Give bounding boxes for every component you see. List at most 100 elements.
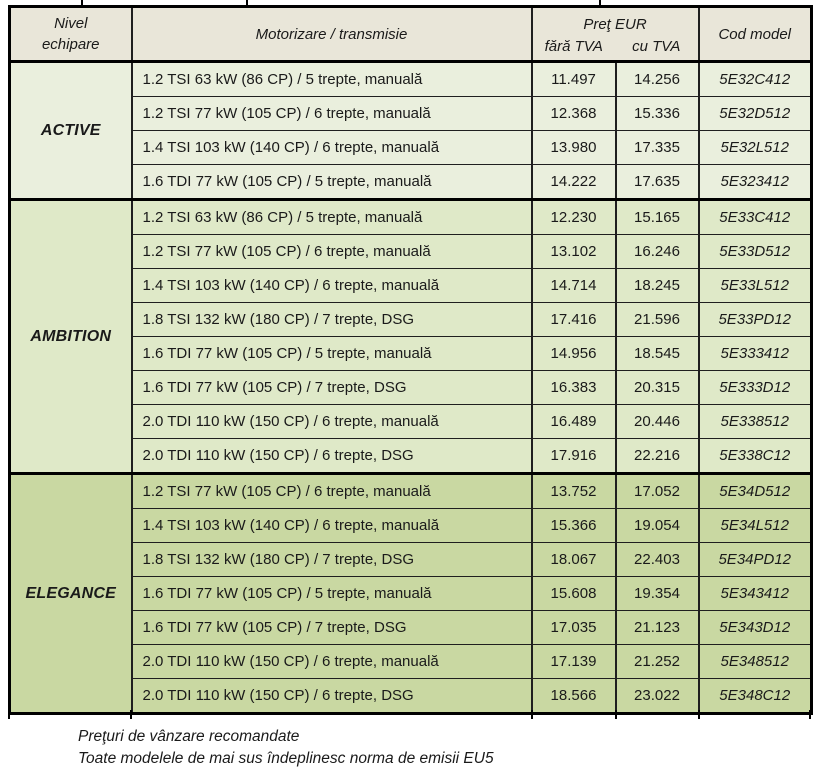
header-price-eur-label: Preţ EUR [583,16,647,33]
header-price-inc-vat-label: cu TVA [632,38,681,55]
model-code-cell: 5E348512 [697,644,813,679]
model-code-cell: 5E34L512 [697,508,813,543]
crop-artifact-line [599,0,601,5]
price-inc-vat-cell: 17.052 [614,472,700,509]
model-code-cell: 5E343D12 [697,610,813,645]
table-row: 1.6 TDI 77 kW (105 CP) / 7 trepte, DSG 1… [10,610,813,645]
crop-artifact-line [531,710,533,719]
price-inc-vat-cell: 22.403 [614,542,700,577]
model-code-cell: 5E34PD12 [697,542,813,577]
price-ex-vat-cell: 15.608 [530,576,617,611]
table-row: 1.8 TSI 132 kW (180 CP) / 7 trepte, DSG … [10,302,813,337]
header-price-group: Preţ EUR fără TVA cu TVA [530,6,700,63]
equipment-level-elegance: ELEGANCE [8,472,133,714]
model-code-cell: 5E32L512 [697,130,813,165]
model-code-cell: 5E338512 [697,404,813,439]
price-inc-vat-cell: 14.256 [614,60,700,97]
price-inc-vat-cell: 18.245 [614,268,700,303]
header-equipment-level-line2: echipare [41,36,100,53]
model-code-cell: 5E33L512 [697,268,813,303]
model-code-cell: 5E348C12 [697,678,813,714]
crop-artifact-line [8,710,10,719]
price-ex-vat-cell: 17.035 [530,610,617,645]
model-code-cell: 5E33C412 [697,198,813,235]
engine-cell: 1.8 TSI 132 kW (180 CP) / 7 trepte, DSG [130,542,533,577]
model-code-cell: 5E34D512 [697,472,813,509]
price-ex-vat-cell: 17.916 [530,438,617,474]
price-inc-vat-cell: 21.596 [614,302,700,337]
price-ex-vat-cell: 17.416 [530,302,617,337]
engine-cell: 1.4 TSI 103 kW (140 CP) / 6 trepte, manu… [130,268,533,303]
footnote-recommended-prices: Preţuri de vânzare recomandate [78,728,300,745]
engine-cell: 1.6 TDI 77 kW (105 CP) / 5 trepte, manua… [130,164,533,200]
engine-cell: 1.8 TSI 132 kW (180 CP) / 7 trepte, DSG [130,302,533,337]
price-inc-vat-cell: 22.216 [614,438,700,474]
price-inc-vat-cell: 15.165 [614,198,700,235]
price-inc-vat-cell: 18.545 [614,336,700,371]
header-model-code: Cod model [697,6,813,63]
table-row: 2.0 TDI 110 kW (150 CP) / 6 trepte, DSG … [10,438,813,474]
table-row: 1.2 TSI 77 kW (105 CP) / 6 trepte, manua… [10,234,813,269]
table-row: AMBITION 1.2 TSI 63 kW (86 CP) / 5 trept… [8,198,813,474]
price-inc-vat-cell: 19.054 [614,508,700,543]
price-inc-vat-cell: 15.336 [614,96,700,131]
price-ex-vat-cell: 12.368 [530,96,617,131]
price-ex-vat-cell: 15.366 [530,508,617,543]
price-ex-vat-cell: 11.497 [530,60,617,97]
footnotes: Preţuri de vânzare recomandate Toate mod… [78,726,494,770]
price-ex-vat-cell: 16.383 [530,370,617,405]
header-equipment-level-line1: Nivel [54,15,88,32]
engine-cell: 2.0 TDI 110 kW (150 CP) / 6 trepte, DSG [130,678,533,714]
crop-artifact-line [130,710,132,719]
equipment-level-active: ACTIVE [8,60,133,200]
header-engine-transmission: Motorizare / transmisie [130,6,533,63]
engine-cell: 1.2 TSI 77 kW (105 CP) / 6 trepte, manua… [130,472,533,509]
table-row: ACTIVE 1.2 TSI 63 kW (86 CP) / 5 trepte,… [8,60,813,200]
price-ex-vat-cell: 13.752 [530,472,617,509]
engine-cell: 1.6 TDI 77 kW (105 CP) / 7 trepte, DSG [130,610,533,645]
table-row: ELEGANCE 1.2 TSI 77 kW (105 CP) / 6 trep… [8,472,813,714]
price-inc-vat-cell: 17.335 [614,130,700,165]
model-code-cell: 5E323412 [697,164,813,200]
model-code-cell: 5E33PD12 [697,302,813,337]
crop-artifact-line [246,0,248,5]
price-ex-vat-cell: 14.222 [530,164,617,200]
engine-cell: 2.0 TDI 110 kW (150 CP) / 6 trepte, DSG [130,438,533,474]
engine-cell: 1.6 TDI 77 kW (105 CP) / 7 trepte, DSG [130,370,533,405]
engine-cell: 1.2 TSI 63 kW (86 CP) / 5 trepte, manual… [130,60,533,97]
price-ex-vat-cell: 12.230 [530,198,617,235]
price-ex-vat-cell: 18.566 [530,678,617,714]
table-row: 1.6 TDI 77 kW (105 CP) / 7 trepte, DSG 1… [10,370,813,405]
price-ex-vat-cell: 16.489 [530,404,617,439]
model-code-cell: 5E333412 [697,336,813,371]
table-row: 1.6 TDI 77 kW (105 CP) / 5 trepte, manua… [10,336,813,371]
table-row: 1.6 TDI 77 kW (105 CP) / 5 trepte, manua… [10,164,813,200]
price-ex-vat-cell: 13.980 [530,130,617,165]
crop-artifact-line [809,710,811,719]
footnote-emissions: Toate modelele de mai sus îndeplinesc no… [78,750,494,767]
model-code-cell: 5E33D512 [697,234,813,269]
price-inc-vat-cell: 23.022 [614,678,700,714]
table-row: 2.0 TDI 110 kW (150 CP) / 6 trepte, manu… [10,404,813,439]
price-inc-vat-cell: 17.635 [614,164,700,200]
table-row: 1.4 TSI 103 kW (140 CP) / 6 trepte, manu… [10,130,813,165]
header-price-sublabels: fără TVA cu TVA [534,36,697,57]
engine-cell: 1.2 TSI 63 kW (86 CP) / 5 trepte, manual… [130,198,533,235]
price-inc-vat-cell: 20.315 [614,370,700,405]
price-ex-vat-cell: 13.102 [530,234,617,269]
price-ex-vat-cell: 14.956 [530,336,617,371]
price-inc-vat-cell: 21.252 [614,644,700,679]
engine-cell: 1.6 TDI 77 kW (105 CP) / 5 trepte, manua… [130,576,533,611]
price-ex-vat-cell: 14.714 [530,268,617,303]
table-row: 1.6 TDI 77 kW (105 CP) / 5 trepte, manua… [10,576,813,611]
header-price-ex-vat-label: fără TVA [544,38,603,55]
crop-artifact-line [81,0,83,5]
price-ex-vat-cell: 18.067 [530,542,617,577]
price-inc-vat-cell: 16.246 [614,234,700,269]
crop-artifact-line [698,710,700,719]
price-inc-vat-cell: 21.123 [614,610,700,645]
table-row: 2.0 TDI 110 kW (150 CP) / 6 trepte, DSG … [10,678,813,714]
price-inc-vat-cell: 19.354 [614,576,700,611]
model-code-cell: 5E32D512 [697,96,813,131]
table-row: 1.8 TSI 132 kW (180 CP) / 7 trepte, DSG … [10,542,813,577]
